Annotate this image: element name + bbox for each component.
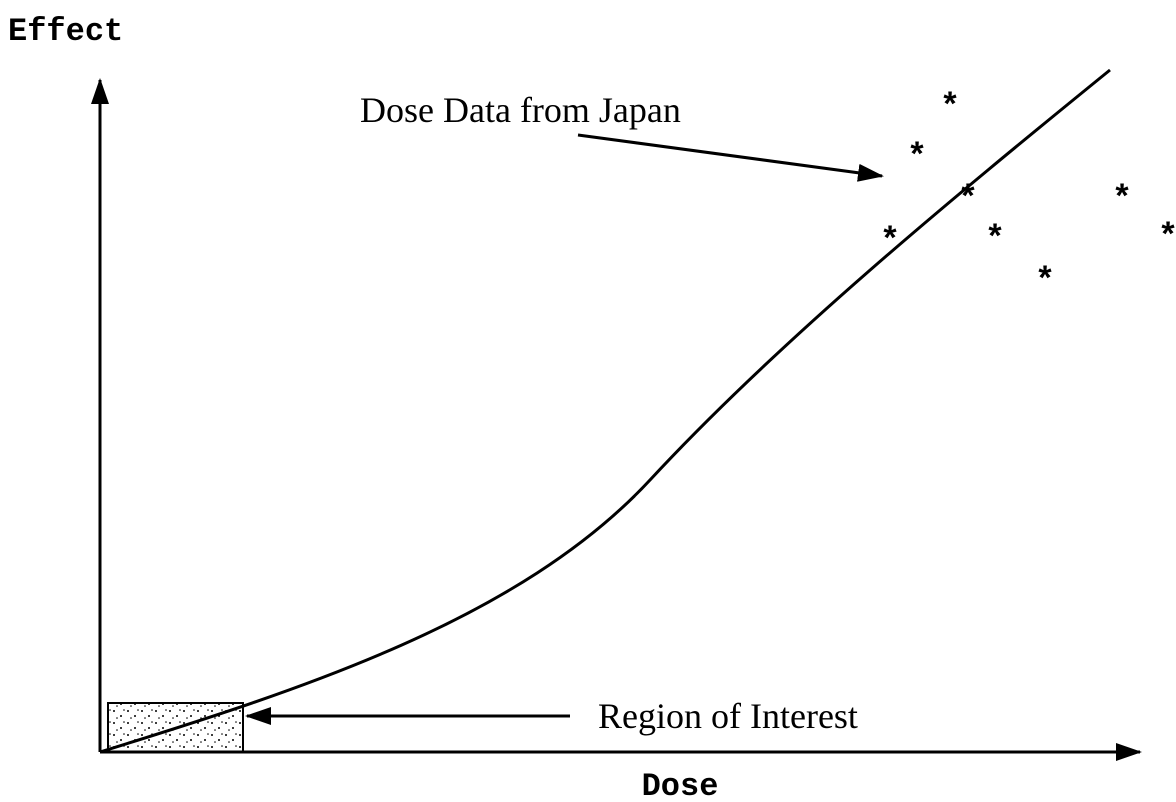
data-annotation: Dose Data from Japan xyxy=(360,90,681,130)
data-stars: * * * * * * * * xyxy=(883,85,1175,297)
star: * xyxy=(1115,177,1129,215)
data-arrow xyxy=(577,133,884,182)
star: * xyxy=(1161,215,1175,253)
star: * xyxy=(988,217,1002,255)
x-axis-label: Dose xyxy=(642,768,719,802)
star: * xyxy=(961,177,975,215)
star: * xyxy=(883,219,897,257)
star: * xyxy=(943,85,957,123)
y-axis-label: Effect xyxy=(8,13,123,50)
star: * xyxy=(1038,259,1052,297)
region-annotation: Region of Interest xyxy=(598,696,858,736)
dose-curve xyxy=(99,68,1111,754)
star: * xyxy=(910,135,924,173)
